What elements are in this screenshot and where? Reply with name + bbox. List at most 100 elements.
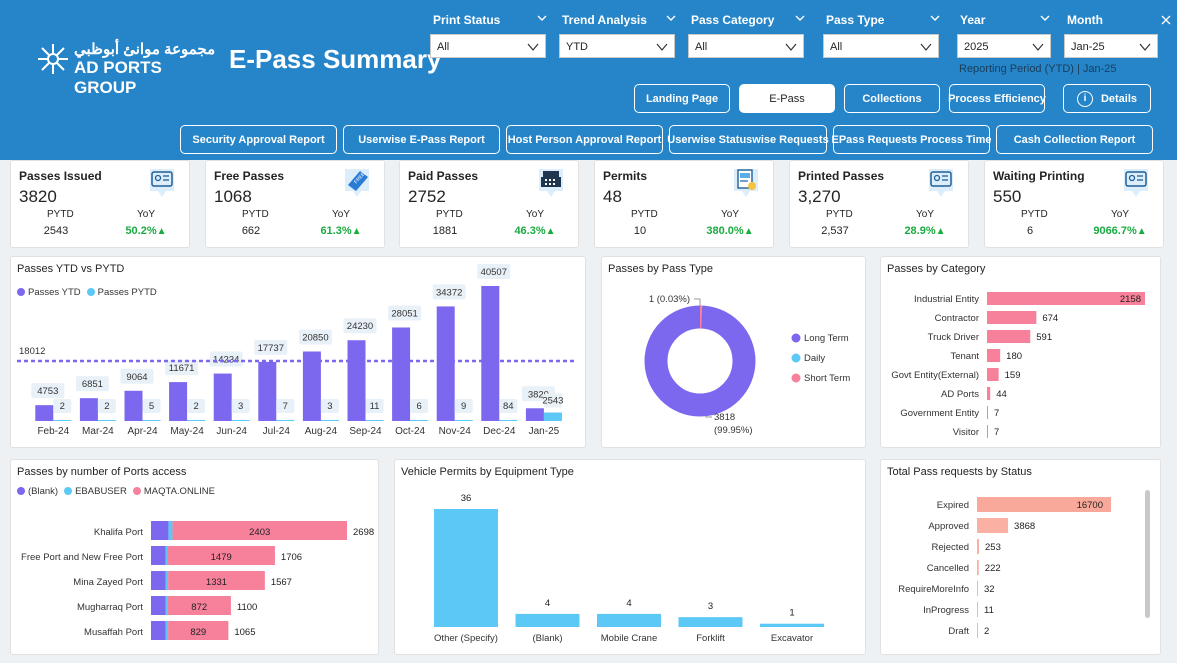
data-label-pytd: 2543 [542, 396, 563, 407]
nav-landing-page-button[interactable]: Landing Page [634, 84, 730, 113]
dropdown-value: YTD [566, 41, 588, 53]
bar-ytd [258, 361, 277, 421]
host-person-approval-report-button[interactable]: Host Person Approval Report [506, 125, 663, 154]
data-label-bg [320, 399, 339, 413]
bar-pytd [276, 420, 295, 421]
nav-epass-button[interactable]: E-Pass [739, 84, 835, 113]
info-icon: i [1076, 90, 1093, 107]
x-tick-label: Excavator [771, 633, 813, 644]
total-label: 1065 [234, 627, 255, 638]
year-dropdown[interactable]: 2025 [957, 34, 1051, 58]
data-label-bg [209, 351, 243, 367]
nav-details-button[interactable]: i Details [1063, 84, 1151, 113]
legend-label: (Blank) [28, 486, 59, 497]
kpi-title: Waiting Printing [993, 169, 1085, 183]
x-tick-label: Mar-24 [82, 426, 114, 437]
stacked-hbar-chart-svg: Khalifa Port 2403 2698 Free Port and New Fr… [21, 521, 374, 640]
chevron-down-icon[interactable] [665, 12, 677, 24]
bar [987, 425, 988, 438]
bar-ytd [302, 351, 321, 421]
x-tick-label: Mobile Crane [601, 633, 658, 644]
nav-collections-button[interactable]: Collections [844, 84, 940, 113]
data-label: 180 [1006, 351, 1022, 362]
data-label-bg [75, 376, 109, 392]
kpi-yoy-value: 61.3%▲ [306, 225, 376, 237]
data-label: 7 [994, 408, 999, 419]
y-tick-label: Expired [937, 500, 969, 511]
y-tick-label: Khalifa Port [94, 527, 143, 538]
trend-analysis-dropdown[interactable]: YTD [559, 34, 675, 58]
nav-process-efficiency-button[interactable]: Process Efficiency [948, 84, 1046, 113]
data-label-ytd: 40507 [481, 267, 507, 278]
data-label-bg [97, 399, 116, 413]
data-label-bg [432, 284, 466, 300]
label-leader [705, 416, 712, 418]
bar-pytd [142, 420, 161, 421]
x-tick-label: Aug-24 [305, 426, 338, 437]
pytd-label: PYTD [631, 209, 658, 220]
close-icon[interactable] [1160, 14, 1172, 26]
y-tick-label: Tenant [950, 351, 979, 362]
print-status-dropdown[interactable]: All [430, 34, 546, 58]
bar-segment [168, 521, 173, 540]
yoy-label: YoY [721, 209, 739, 220]
bar [987, 311, 1037, 324]
chevron-down-icon[interactable] [1039, 12, 1051, 24]
chevron-down-icon[interactable] [536, 12, 548, 24]
epass-requests-process-time-button[interactable]: EPass Requests Process Time [832, 125, 992, 154]
pass-type-dropdown[interactable]: All [823, 34, 939, 58]
chart-passes-by-category: Passes by Category Industrial Entity 2158… [880, 256, 1161, 448]
data-label-bg [231, 399, 250, 413]
data-label: 829 [190, 627, 206, 638]
kpi-yoy-value: 380.0%▲ [695, 225, 765, 237]
userwise-epass-report-button[interactable]: Userwise E-Pass Report [343, 125, 500, 154]
chevron-down-icon[interactable] [794, 12, 806, 24]
data-label: 3 [708, 601, 713, 612]
legend-dot [791, 373, 801, 383]
kpi-card-waiting-printing: Waiting Printing 550 PYTD YoY 6 9066.7%▲ [984, 160, 1164, 248]
data-label-bg [499, 399, 518, 413]
scrollbar[interactable] [1145, 490, 1150, 618]
bar-pytd [543, 412, 562, 421]
security-approval-report-button[interactable]: Security Approval Report [180, 125, 337, 154]
bar-ytd [124, 390, 143, 421]
kpi-card-printed-passes: Printed Passes 3,270 PYTD YoY 2,537 28.9… [789, 160, 969, 248]
bar-segment [151, 521, 169, 540]
data-label-bg [298, 329, 332, 345]
chart-passes-ytd-vs-pytd: Passes YTD vs PYTD Passes YTD Passes PYT… [10, 256, 586, 448]
kpi-card-passes-issued: Passes Issued 3820 PYTD YoY 2543 50.2%▲ [10, 160, 190, 248]
chevron-down-icon[interactable] [929, 12, 941, 24]
data-label-pytd: 6 [416, 401, 421, 412]
pytd-label: PYTD [242, 209, 269, 220]
data-label: 36 [461, 493, 472, 504]
kpi-value: 550 [993, 187, 1022, 206]
pytd-label: PYTD [47, 209, 74, 220]
data-label: 159 [1005, 370, 1021, 381]
up-arrow-icon: ▲ [743, 226, 754, 237]
y-tick-label: Rejected [932, 542, 970, 553]
up-arrow-icon: ▲ [351, 226, 362, 237]
kpi-title: Passes Issued [19, 169, 102, 183]
bar [987, 349, 1001, 362]
slice-label-long-term-pct: (99.95%) [714, 425, 753, 436]
yoy-label: YoY [137, 209, 155, 220]
cash-collection-report-button[interactable]: Cash Collection Report [996, 125, 1153, 154]
x-tick-label: Apr-24 [127, 426, 157, 437]
x-tick-label: Jan-25 [529, 426, 560, 437]
pass-category-dropdown[interactable]: All [688, 34, 804, 58]
bar-segment [165, 621, 169, 640]
y-tick-label: Truck Driver [928, 332, 979, 343]
data-label: 674 [1042, 313, 1058, 324]
bar-ytd [169, 382, 188, 421]
chart-title: Passes by Category [887, 263, 986, 275]
bar-segment [151, 571, 166, 590]
month-dropdown[interactable]: Jan-25 [1064, 34, 1158, 58]
bar-pytd [231, 420, 250, 421]
userwise-statuswise-requests-button[interactable]: Userwise Statuswise Requests [667, 125, 829, 154]
data-label-ytd: 17737 [258, 343, 284, 354]
pytd-label: PYTD [436, 209, 463, 220]
bar [977, 623, 978, 638]
x-tick-label: Dec-24 [483, 426, 516, 437]
data-label: 2 [984, 626, 989, 637]
filter-pass-category: Pass Category All [688, 10, 808, 60]
